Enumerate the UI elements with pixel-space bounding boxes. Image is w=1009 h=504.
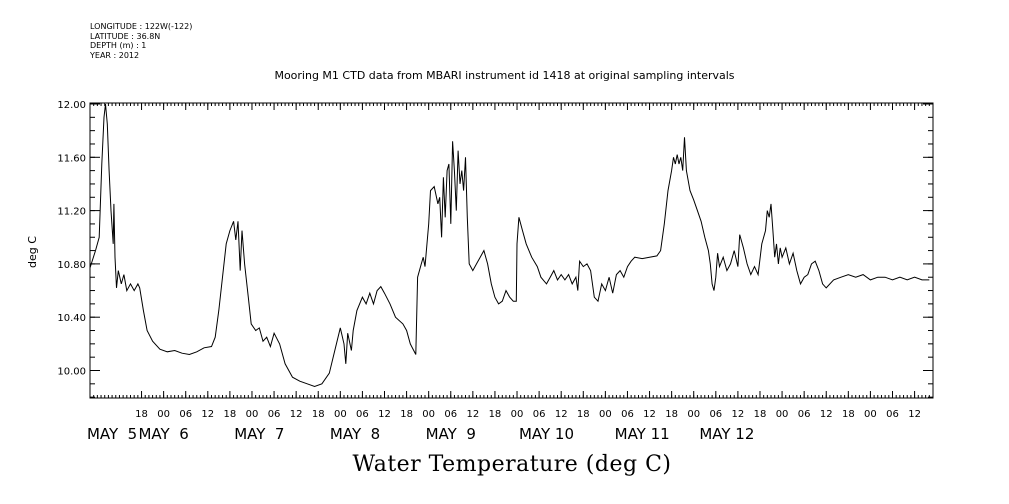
x-hour-label: 12 [820,409,833,420]
x-day-label: MAY 5 [87,425,137,443]
x-hour-label: 00 [334,409,347,420]
y-tick-label: 11.20 [57,207,86,218]
x-hour-label: 06 [886,409,899,420]
x-hour-label: 12 [201,409,214,420]
x-hour-label: 06 [444,409,457,420]
x-hour-label: 12 [466,409,479,420]
latitude-label: LATITUDE : 36.8N [90,31,161,41]
y-tick-label: 11.60 [57,153,86,164]
x-axis-label: Water Temperature (deg C) [352,452,672,477]
y-tick-label: 10.00 [57,367,86,378]
year-label: YEAR : 2012 [90,50,140,60]
x-hour-label: 18 [842,409,855,420]
depth-label: DEPTH (m) : 1 [90,41,147,51]
x-day-label: MAY 9 [426,425,476,443]
axes-layer: 12.00 11.60 11.20 10.80 10.40 10.00 18 00 06 12 18… [57,100,934,443]
x-hour-label: 00 [157,409,170,420]
plot-frame [89,102,934,399]
x-hour-label: 00 [511,409,524,420]
x-hour-label: 18 [312,409,325,420]
x-hour-label: 00 [687,409,700,420]
x-hour-label: 06 [709,409,722,420]
x-day-label: MAY 10 [519,425,574,443]
x-hour-label: 18 [135,409,148,420]
y-axis-label: deg C [26,236,39,268]
x-hour-label: 18 [224,409,237,420]
y-tick-label: 12.00 [57,100,86,111]
x-hour-label: 06 [798,409,811,420]
y-tick-label: 10.80 [57,260,86,271]
x-hour-label: 18 [489,409,502,420]
x-day-label: MAY 8 [330,425,380,443]
x-hour-label: 06 [268,409,281,420]
x-hour-label: 18 [754,409,767,420]
chart-title: Mooring M1 CTD data from MBARI instrumen… [274,69,735,82]
x-hour-label: 00 [864,409,877,420]
metadata-block: LONGITUDE : 122W(-122) LATITUDE : 36.8N … [90,22,192,60]
y-tick-label: 10.40 [57,313,86,324]
x-hour-label: 12 [643,409,656,420]
x-hour-label: 06 [533,409,546,420]
x-hour-label: 06 [179,409,192,420]
x-hour-label: 00 [776,409,789,420]
x-hour-label: 18 [400,409,413,420]
series-line [89,103,930,388]
x-hour-label: 00 [422,409,435,420]
x-hour-label: 06 [356,409,369,420]
x-hour-label: 12 [290,409,303,420]
x-hour-label: 12 [732,409,745,420]
x-hour-label: 18 [665,409,678,420]
x-day-label: MAY 12 [699,425,754,443]
x-hour-label: 00 [599,409,612,420]
x-hour-label: 00 [246,409,259,420]
x-hour-label: 12 [555,409,568,420]
x-day-label: MAY 11 [615,425,670,443]
x-day-label: MAY 7 [234,425,284,443]
x-hour-label: 12 [908,409,921,420]
x-hour-label: 06 [621,409,634,420]
longitude-label: LONGITUDE : 122W(-122) [90,22,193,31]
x-day-label: MAY 6 [138,425,188,443]
x-hour-label: 18 [577,409,590,420]
x-hour-label: 12 [378,409,391,420]
